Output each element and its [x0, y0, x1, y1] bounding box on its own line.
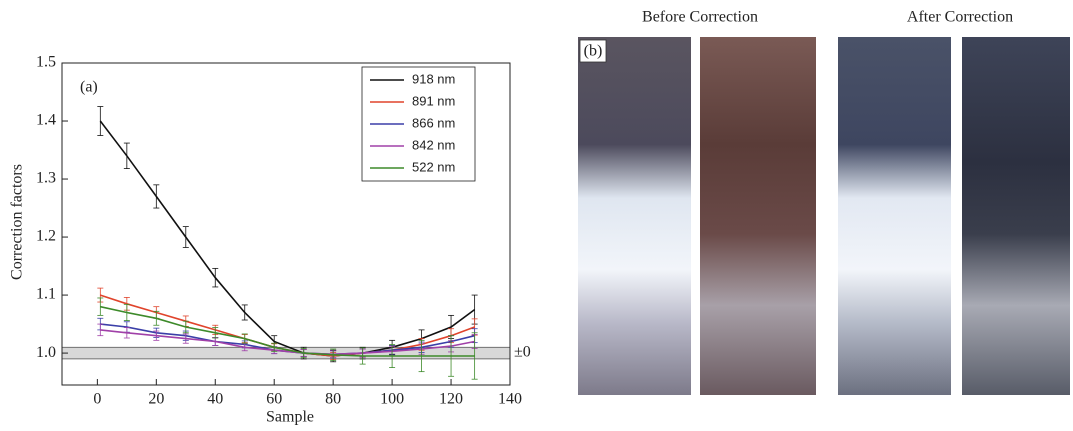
x-tick-label: 0: [93, 391, 101, 408]
x-tick-label: 60: [266, 391, 282, 408]
image-before-2: [700, 37, 816, 395]
y-tick-label: 1.5: [36, 54, 56, 71]
legend-label: 918 nm: [412, 71, 455, 86]
series-line: [100, 329, 475, 356]
axes-frame: [61, 62, 511, 386]
legend-label: 522 nm: [412, 159, 455, 174]
x-tick-label: 100: [380, 391, 404, 408]
x-tick-label: 140: [498, 391, 522, 408]
series-line: [99, 120, 476, 357]
panel-label: (a): [80, 79, 98, 96]
x-axis-label: Sample: [266, 409, 314, 426]
image-after-1: [838, 37, 951, 395]
x-tick-label: 120: [439, 391, 463, 408]
band-label: ±0: [514, 344, 531, 361]
y-tick-label: 1.4: [36, 112, 56, 129]
image-before-1: [578, 37, 691, 395]
after-title: After Correction: [907, 9, 1013, 26]
y-axis-label: Correction factors: [9, 164, 26, 280]
image-after-2: [962, 37, 1070, 395]
plot-area: 1.0 1.1 1.2 1.3 1.4 1.5 0 20 40 60 80 100 120 140 918 …: [36, 54, 522, 408]
y-tick-label: 1.1: [36, 286, 56, 303]
panel-label-box: [579, 39, 607, 63]
series-line: [100, 305, 475, 357]
x-tick-label: 40: [207, 391, 223, 408]
legend-label: 866 nm: [412, 115, 455, 130]
y-tick-label: 1.2: [36, 228, 56, 245]
y-tick-label: 1.0: [36, 344, 56, 361]
panel-label: (b): [584, 43, 603, 60]
x-tick-label: 20: [148, 391, 164, 408]
before-title: Before Correction: [642, 9, 758, 26]
y-tick-label: 1.3: [36, 170, 56, 187]
legend-label: 842 nm: [412, 137, 455, 152]
legend-label: 891 nm: [412, 93, 455, 108]
x-tick-label: 80: [325, 391, 341, 408]
